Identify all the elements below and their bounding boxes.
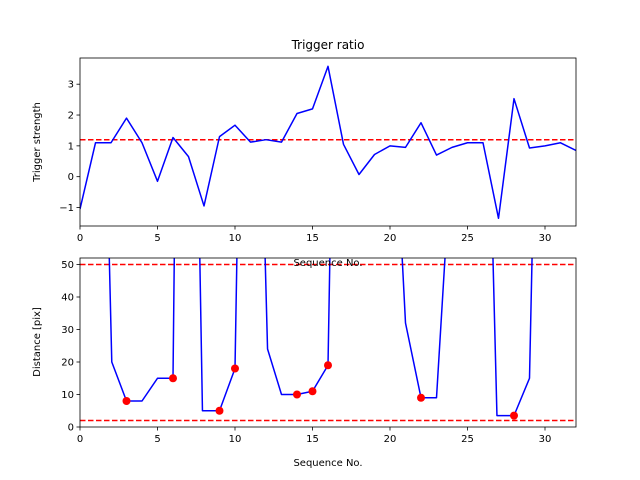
y-tick-label: 2 [68, 111, 74, 122]
x-tick-label: 15 [306, 233, 319, 244]
data-point-marker [308, 387, 317, 396]
axes-frame [79, 57, 577, 227]
x-tick-label: 0 [77, 434, 83, 445]
top-x-axis-label: Sequence No. [293, 258, 362, 269]
x-tick-label: 0 [77, 233, 83, 244]
x-tick-label: 30 [539, 233, 552, 244]
axes-frame [79, 257, 577, 428]
data-point-marker [510, 411, 518, 420]
data-point-marker [293, 390, 301, 399]
trigger-ratio-panel: 0 5 10 15 20 25 30 −1 0 1 2 3 [59, 57, 577, 244]
data-point-marker [169, 374, 177, 383]
y-tick-label: 30 [61, 325, 74, 336]
data-series-line [80, 65, 576, 220]
plot-area [80, 65, 576, 220]
x-tick-label: 25 [461, 233, 474, 244]
x-tick-label: 10 [229, 434, 242, 445]
y-tick-label: −1 [59, 203, 74, 214]
y-tick-label: 10 [61, 390, 74, 401]
x-tick-label: 20 [384, 434, 397, 445]
y-tick-label: 0 [68, 423, 74, 434]
chart-title: Trigger ratio [291, 38, 365, 52]
top-y-axis-label: Trigger strength [32, 102, 43, 183]
y-tick-label: 0 [68, 172, 74, 183]
data-point-marker [122, 397, 131, 405]
x-tick-label: 10 [229, 233, 242, 244]
y-tick-label: 40 [61, 293, 74, 304]
x-tick-label: 30 [539, 434, 552, 445]
y-tick-label: 3 [68, 80, 74, 91]
data-point-marker [215, 406, 224, 415]
distance-panel: 0 5 10 15 20 25 30 0 10 20 30 40 50 [61, 257, 577, 445]
x-tick-label: 15 [306, 434, 319, 445]
x-tick-label: 20 [384, 233, 397, 244]
bottom-y-axis-label: Distance [pix] [32, 307, 43, 377]
data-series-line [108, 258, 533, 417]
y-tick-label: 50 [61, 260, 74, 271]
bottom-x-axis-label: Sequence No. [293, 458, 362, 469]
x-tick-label: 25 [461, 434, 474, 445]
data-point-marker [324, 361, 332, 370]
y-tick-label: 20 [61, 358, 74, 369]
x-tick-label: 5 [154, 233, 160, 244]
data-point-marker [417, 393, 425, 402]
y-tick-label: 1 [68, 141, 74, 152]
plot-area [80, 258, 576, 422]
data-point-marker [231, 364, 239, 373]
x-tick-label: 5 [154, 434, 160, 445]
